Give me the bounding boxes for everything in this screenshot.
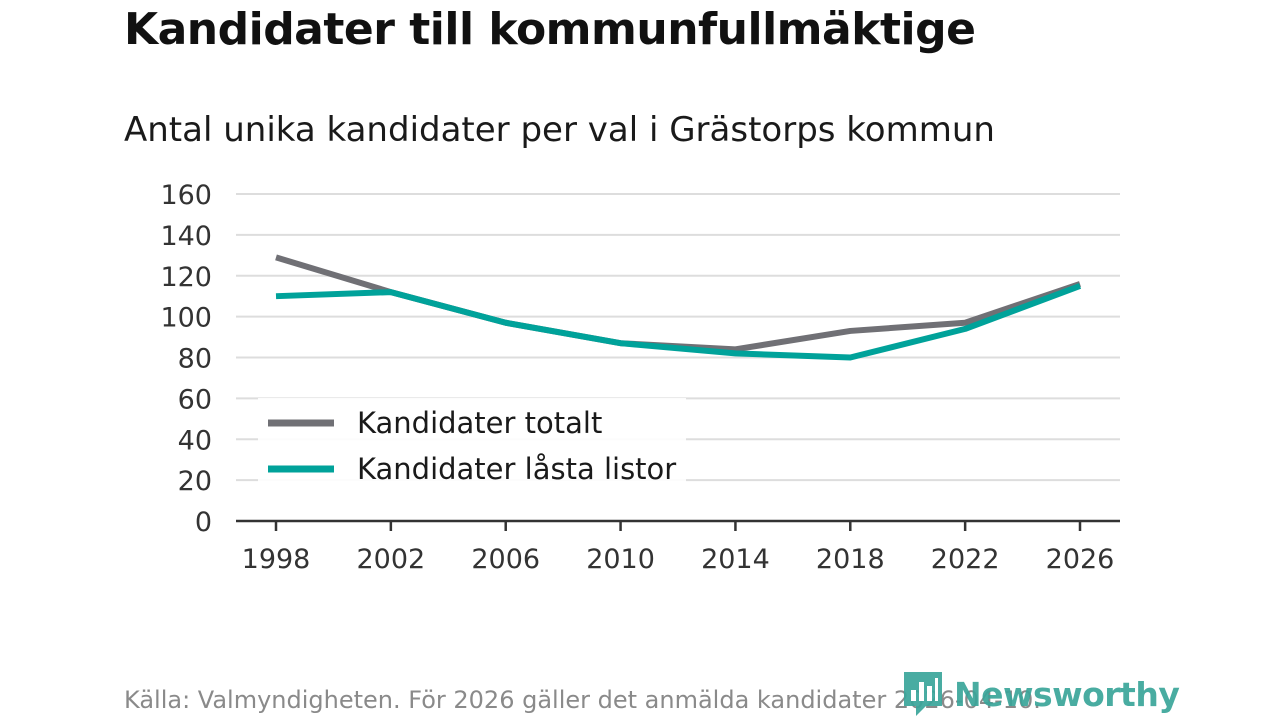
x-tick-label: 2014 xyxy=(701,544,770,575)
x-tick-label: 2018 xyxy=(816,544,885,575)
y-tick-label: 0 xyxy=(195,507,212,538)
newsworthy-logo: Newsworthy xyxy=(902,670,1180,718)
newsworthy-logo-text: Newsworthy xyxy=(954,674,1180,714)
x-tick-label: 1998 xyxy=(242,544,311,575)
x-tick-label: 2006 xyxy=(471,544,540,575)
legend-background xyxy=(258,398,686,492)
y-tick-label: 160 xyxy=(160,180,212,211)
series-lines xyxy=(275,254,1082,361)
x-tick-label: 2026 xyxy=(1046,544,1115,575)
y-tick-label: 100 xyxy=(160,303,212,334)
chart-subtitle: Antal unika kandidater per val i Grästor… xyxy=(124,110,995,150)
y-tick-label: 20 xyxy=(178,466,212,497)
chart-title: Kandidater till kommunfullmäktige xyxy=(124,4,976,55)
y-tick-label: 140 xyxy=(160,221,212,252)
legend: Kandidater totalt Kandidater låsta listor xyxy=(258,398,686,492)
newsworthy-logo-icon xyxy=(904,672,942,716)
legend-label-1: Kandidater låsta listor xyxy=(357,452,676,486)
x-tick-label: 2010 xyxy=(586,544,655,575)
legend-label-0: Kandidater totalt xyxy=(357,406,602,440)
y-tick-label: 40 xyxy=(178,425,212,456)
series-line-0 xyxy=(275,254,1081,353)
series-line-1 xyxy=(275,283,1082,361)
y-tick-label: 120 xyxy=(160,262,212,293)
y-tick-label: 80 xyxy=(178,344,212,375)
x-axis: 1998 2002 2006 2010 2014 2018 2022 2026 xyxy=(236,519,1120,575)
line-chart: 0 20 40 60 80 100 120 140 160 1998 2002 2006 2010 20… xyxy=(160,180,1120,575)
x-tick-label: 2002 xyxy=(356,544,425,575)
source-note: Källa: Valmyndigheten. För 2026 gäller d… xyxy=(124,686,1041,714)
y-tick-label: 60 xyxy=(178,384,212,415)
y-axis: 0 20 40 60 80 100 120 140 160 xyxy=(160,180,212,538)
x-tick-label: 2022 xyxy=(931,544,1000,575)
